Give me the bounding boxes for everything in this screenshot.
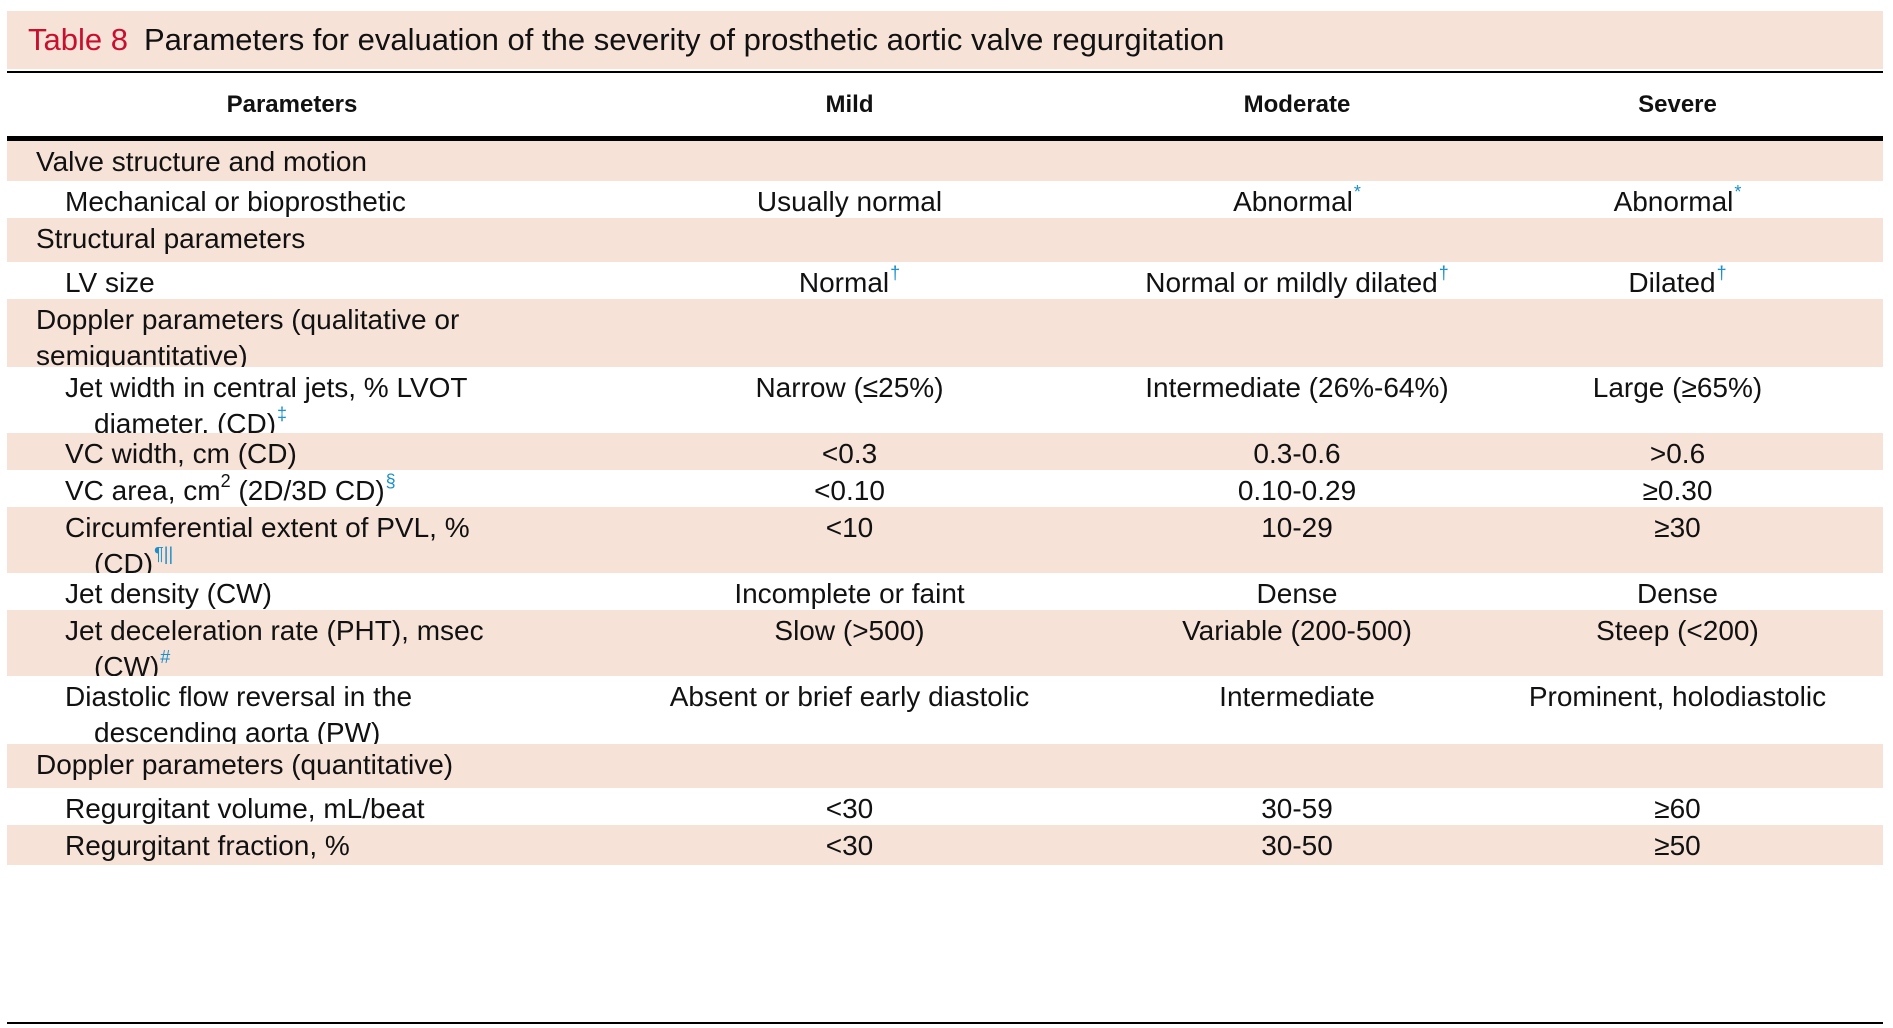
- table-row: Circumferential extent of PVL, % (CD)¶||…: [7, 507, 1883, 579]
- parameter-cell: Regurgitant fraction, %: [65, 830, 350, 861]
- mild-cell: <10: [825, 512, 874, 543]
- parameter-line: Jet deceleration rate (PHT), msec: [65, 615, 484, 646]
- section-label: Doppler parameters (quantitative): [36, 749, 454, 780]
- parameter-cell: Jet deceleration rate (PHT), msec (CW)#: [7, 613, 527, 685]
- footnote-marker: #: [160, 647, 171, 667]
- severe-cell: Prominent, holodiastolic: [1528, 681, 1827, 712]
- parameter-text: VC area, cm: [65, 475, 221, 506]
- parameter-line: Diastolic flow reversal in the: [65, 681, 413, 712]
- footnote-marker: *: [1734, 182, 1742, 202]
- parameter-cell: Circumferential extent of PVL, % (CD)¶||: [7, 510, 527, 582]
- severe-cell: ≥60: [1654, 793, 1701, 824]
- severe-cell: >0.6: [1649, 438, 1706, 469]
- parameter-cell: Jet width in central jets, % LVOT diamet…: [7, 370, 527, 442]
- table-header-row: Parameters Mild Moderate Severe: [7, 73, 1883, 136]
- mild-cell: Narrow (≤25%): [755, 372, 944, 403]
- parameter-cell: VC area, cm2 (2D/3D CD)§: [7, 471, 527, 509]
- mild-cell: Slow (>500): [774, 615, 925, 646]
- section-label: Structural parameters: [36, 223, 306, 254]
- moderate-cell: 30-50: [1261, 830, 1333, 861]
- moderate-cell: 10-29: [1261, 512, 1333, 543]
- moderate-cell: Intermediate (26%-64%): [1145, 372, 1449, 403]
- parameter-cell: VC width, cm (CD): [65, 438, 297, 469]
- mild-cell: <0.10: [814, 475, 885, 506]
- moderate-cell: 0.3-0.6: [1253, 438, 1341, 469]
- severe-cell: ≥30: [1654, 512, 1701, 543]
- mild-cell: Normal†: [577, 263, 1122, 301]
- table-row: Diastolic flow reversal in the descendin…: [7, 676, 1883, 748]
- section-row: Doppler parameters (quantitative): [7, 744, 1883, 788]
- table-row: LV size Normal† Normal or mildly dilated…: [7, 262, 1883, 299]
- parameter-cell: Mechanical or bioprosthetic: [65, 186, 406, 217]
- moderate-cell: Abnormal*: [1122, 182, 1472, 220]
- top-rule: [7, 71, 1883, 73]
- mild-cell: <0.3: [821, 438, 878, 469]
- moderate-cell: Intermediate: [1219, 681, 1375, 712]
- severe-cell: Large (≥65%): [1592, 372, 1763, 403]
- parameter-cell: LV size: [65, 267, 155, 298]
- bottom-rule: [7, 1022, 1883, 1024]
- severe-value: Abnormal: [1613, 186, 1734, 217]
- moderate-cell: Dense: [1256, 578, 1338, 609]
- table-label: Table 8: [28, 22, 128, 57]
- severe-value: Dilated: [1628, 267, 1716, 298]
- table-row: Regurgitant volume, mL/beat <30 30-59 ≥6…: [7, 788, 1883, 825]
- parameter-cell: Jet density (CW): [65, 578, 272, 609]
- table-caption: Table 8 Parameters for evaluation of the…: [7, 11, 1883, 69]
- table-body: Valve structure and motion Mechanical or…: [7, 141, 1883, 865]
- footnote-marker: †: [890, 263, 901, 283]
- section-label: Valve structure and motion: [36, 146, 367, 177]
- mild-cell: Usually normal: [756, 186, 943, 217]
- parameter-cell: Diastolic flow reversal in the descendin…: [7, 679, 527, 751]
- table-row: VC area, cm2 (2D/3D CD)§ <0.10 0.10-0.29…: [7, 470, 1883, 507]
- section-label: Doppler parameters (qualitative or semiq…: [36, 304, 460, 371]
- moderate-value: Normal or mildly dilated: [1145, 267, 1438, 298]
- footnote-marker: §: [385, 471, 396, 491]
- table-row: Jet width in central jets, % LVOT diamet…: [7, 367, 1883, 439]
- footnote-marker: †: [1438, 263, 1449, 283]
- parameter-line: Jet width in central jets, % LVOT: [65, 372, 468, 403]
- parameter-cell: Regurgitant volume, mL/beat: [65, 793, 425, 824]
- footnote-marker: *: [1353, 182, 1361, 202]
- mild-cell: Incomplete or faint: [734, 578, 965, 609]
- table-row: Regurgitant fraction, % <30 30-50 ≥50: [7, 825, 1883, 865]
- header-rule: [7, 136, 1883, 141]
- severe-cell: Dense: [1637, 578, 1718, 609]
- footnote-marker: ‡: [277, 404, 288, 424]
- moderate-cell: Normal or mildly dilated†: [1122, 263, 1472, 301]
- section-row: Valve structure and motion: [7, 141, 1883, 181]
- header-moderate: Moderate: [1243, 90, 1351, 118]
- superscript: 2: [220, 471, 231, 491]
- parameter-text: (2D/3D CD): [230, 475, 385, 506]
- mild-cell: <30: [825, 793, 874, 824]
- table-title: Parameters for evaluation of the severit…: [143, 22, 1225, 57]
- severe-cell: ≥50: [1654, 830, 1701, 861]
- severe-cell: Steep (<200): [1596, 615, 1759, 646]
- moderate-value: Abnormal: [1233, 186, 1353, 217]
- mild-cell: <30: [825, 830, 874, 861]
- section-row: Structural parameters: [7, 218, 1883, 262]
- severe-cell: Abnormal*: [1472, 182, 1883, 220]
- table-row: Jet deceleration rate (PHT), msec (CW)# …: [7, 610, 1883, 682]
- moderate-cell: 0.10-0.29: [1237, 475, 1357, 506]
- footnote-marker: ¶||: [154, 544, 174, 564]
- parameter-continuation: descending aorta (PW): [94, 717, 381, 748]
- mild-cell: Absent or brief early diastolic: [669, 681, 1030, 712]
- header-severe: Severe: [1638, 90, 1717, 118]
- section-row: Doppler parameters (qualitative or semiq…: [7, 299, 1883, 371]
- severe-cell: Dilated†: [1472, 263, 1883, 301]
- parameter-line: Circumferential extent of PVL, %: [65, 512, 470, 543]
- moderate-cell: 30-59: [1261, 793, 1333, 824]
- header-parameters: Parameters: [226, 90, 358, 118]
- severe-cell: ≥0.30: [1642, 475, 1713, 506]
- footnote-marker: †: [1716, 263, 1727, 283]
- moderate-cell: Variable (200-500): [1182, 615, 1412, 646]
- table-row: Mechanical or bioprosthetic Usually norm…: [7, 181, 1883, 218]
- mild-value: Normal: [798, 267, 890, 298]
- table-row: Jet density (CW) Incomplete or faint Den…: [7, 573, 1883, 610]
- table-row: VC width, cm (CD) <0.3 0.3-0.6 >0.6: [7, 433, 1883, 470]
- header-mild: Mild: [825, 90, 874, 118]
